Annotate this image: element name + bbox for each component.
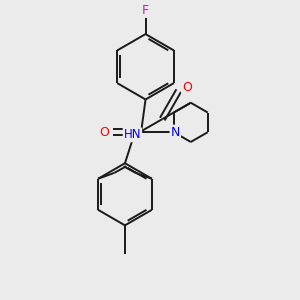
- Text: O: O: [182, 81, 192, 94]
- Text: N: N: [171, 126, 180, 139]
- Text: O: O: [99, 126, 109, 139]
- Text: HN: HN: [124, 128, 141, 141]
- Text: F: F: [142, 4, 149, 17]
